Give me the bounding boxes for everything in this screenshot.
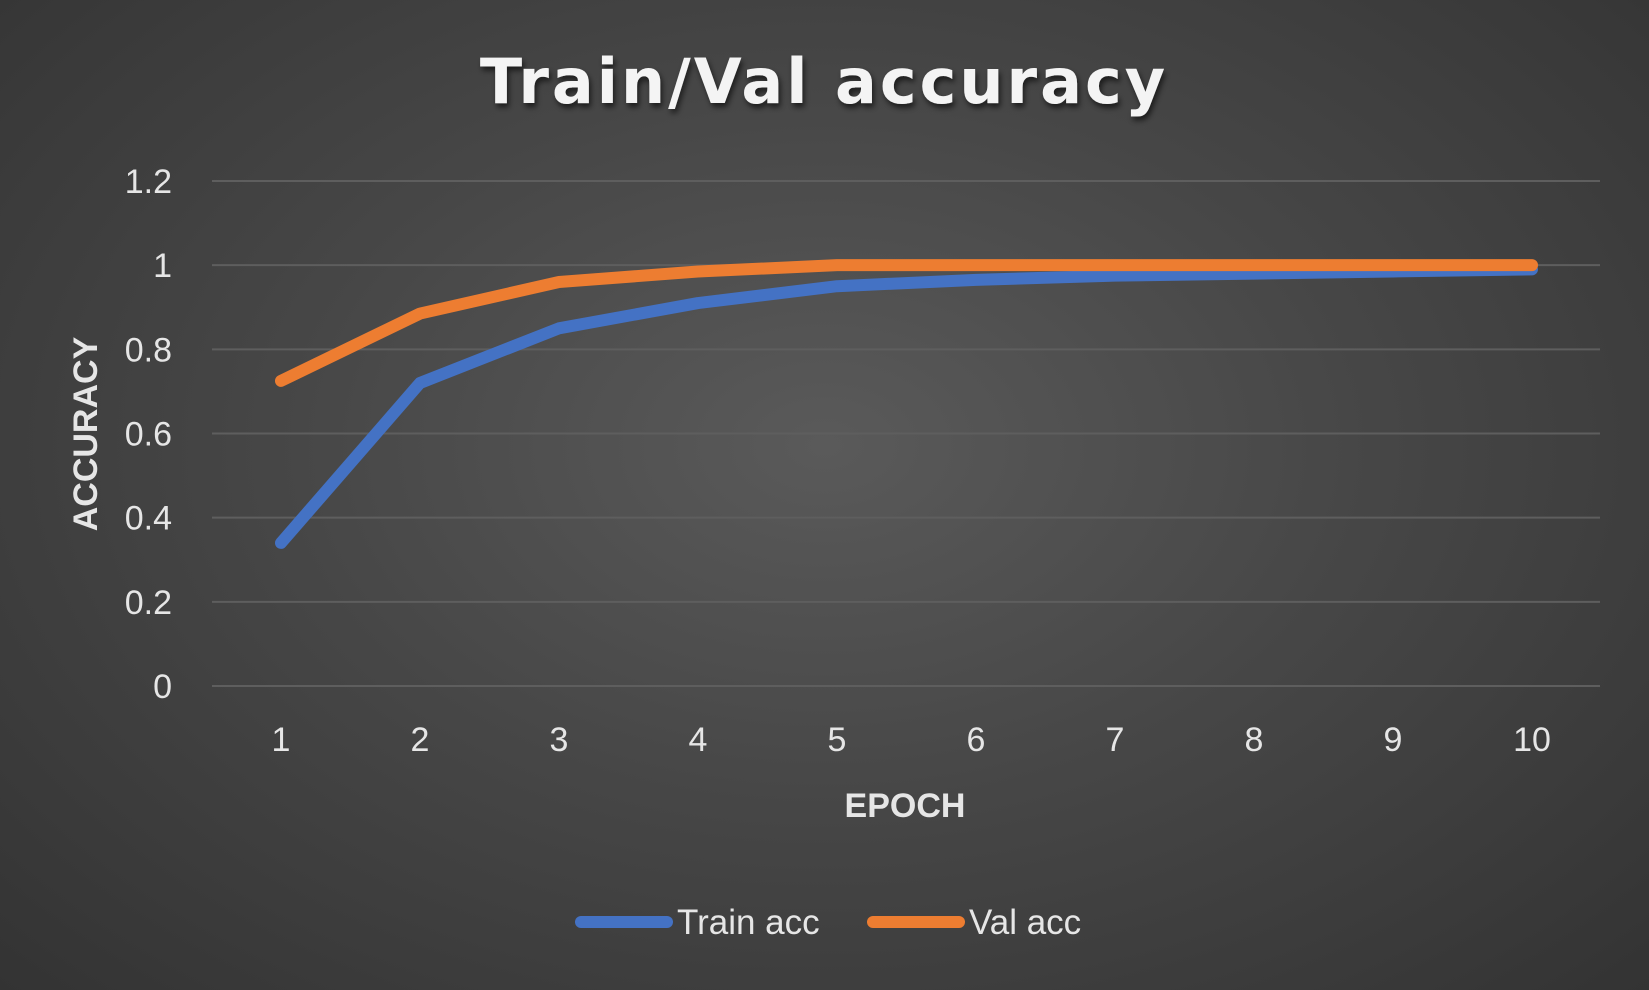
- x-axis-title: EPOCH: [845, 787, 966, 825]
- x-tick-label: 2: [411, 721, 430, 759]
- y-tick-label: 0.6: [125, 416, 172, 454]
- y-tick-label: 1.2: [125, 163, 172, 201]
- x-tick-label: 8: [1245, 721, 1264, 759]
- y-tick-label: 0: [153, 668, 172, 706]
- y-axis-title: ACCURACY: [67, 336, 105, 531]
- y-tick-label: 0.8: [125, 331, 172, 369]
- x-tick-label: 4: [689, 721, 708, 759]
- x-tick-label: 3: [550, 721, 569, 759]
- y-tick-label: 1: [153, 247, 172, 285]
- series-line-train-acc: [275, 263, 1538, 549]
- y-tick-label: 0.2: [125, 584, 172, 622]
- y-tick-label: 0.4: [125, 500, 172, 538]
- x-tick-labels: 1 2 3 4 5 6 7 8 9 10: [272, 721, 1551, 759]
- legend: Train acc Val acc: [575, 903, 1081, 942]
- x-tick-label: 5: [828, 721, 847, 759]
- series-line-val-acc: [275, 259, 1538, 387]
- legend-label-val-acc: Val acc: [969, 903, 1081, 942]
- series-lines: [275, 259, 1538, 549]
- x-tick-label: 10: [1513, 721, 1551, 759]
- y-tick-labels: 0 0.2 0.4 0.6 0.8 1 1.2: [125, 163, 172, 706]
- x-tick-label: 7: [1106, 721, 1125, 759]
- x-tick-label: 6: [967, 721, 986, 759]
- x-tick-label: 9: [1384, 721, 1403, 759]
- chart-title: Train/Val accuracy: [480, 45, 1168, 118]
- legend-label-train-acc: Train acc: [677, 903, 820, 942]
- x-tick-label: 1: [272, 721, 291, 759]
- gridlines: [212, 180, 1600, 687]
